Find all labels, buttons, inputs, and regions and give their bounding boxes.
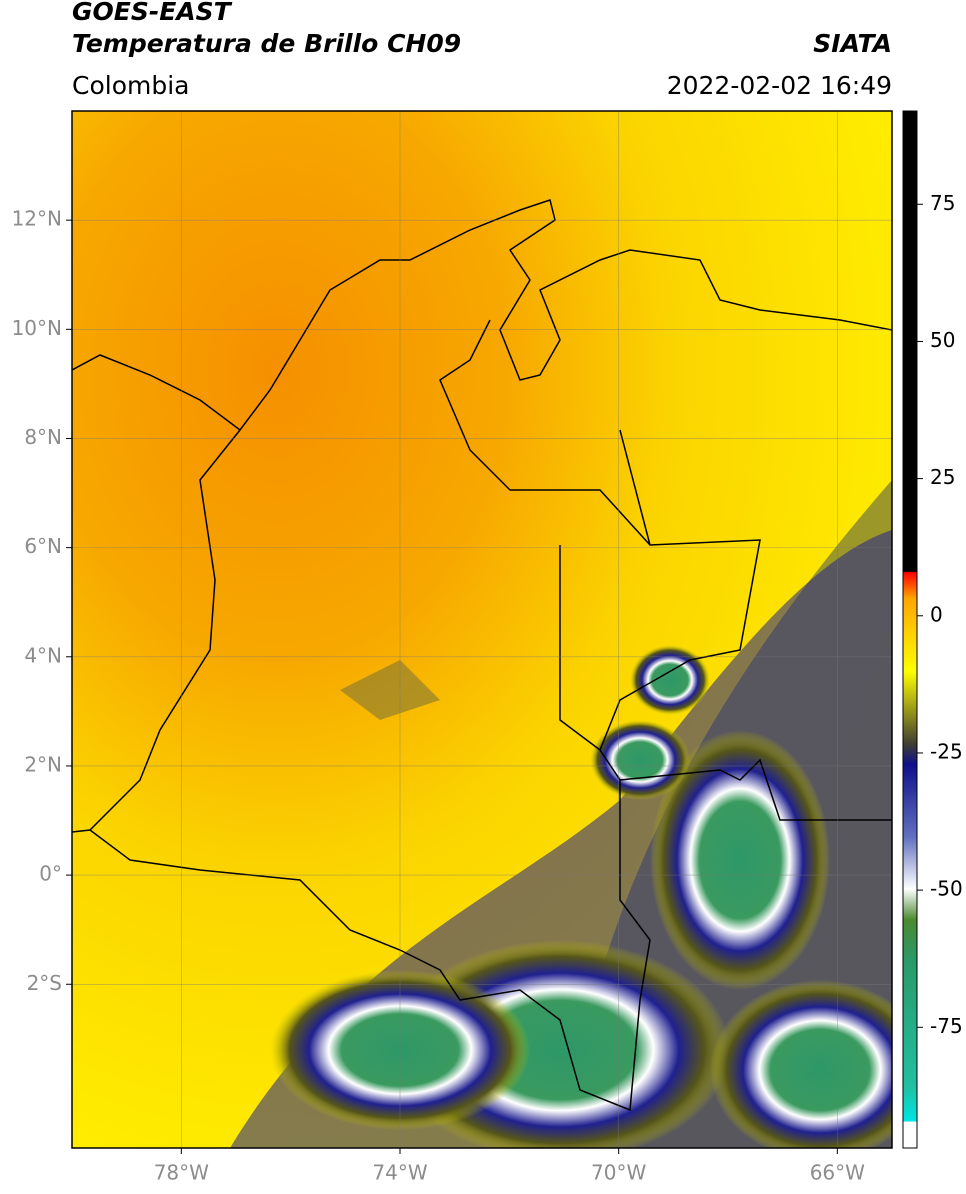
- map-frame: [71, 110, 893, 1149]
- colorbar-tick-label: 50: [930, 328, 955, 352]
- subtitle: Temperatura de Brillo CH09: [72, 29, 461, 58]
- colorbar-tick-label: -25: [930, 739, 963, 763]
- colorbar-tick-label: -75: [930, 1014, 963, 1038]
- colorbar-tick-label: -50: [930, 877, 963, 901]
- source: SIATA: [813, 29, 892, 58]
- x-tick-label: 74°W: [372, 1161, 427, 1185]
- x-tick-label: 66°W: [810, 1161, 865, 1185]
- y-tick-label: 6°N: [24, 534, 62, 558]
- region: Colombia: [72, 71, 189, 100]
- y-tick-label: 2°N: [24, 752, 62, 776]
- colorbar-tick-label: 75: [930, 191, 955, 215]
- x-tick-label: 70°W: [591, 1161, 646, 1185]
- y-tick-label: 4°N: [24, 643, 62, 667]
- y-tick-label: 2°S: [27, 971, 62, 995]
- y-tick-label: 8°N: [24, 425, 62, 449]
- y-tick-label: 10°N: [12, 316, 62, 340]
- colorbar-tick-label: 25: [930, 465, 955, 489]
- colorbar: [902, 110, 918, 1149]
- colorbar-tick-label: 0: [930, 602, 943, 626]
- title: GOES-EAST: [72, 0, 233, 26]
- y-tick-label: 12°N: [12, 207, 62, 231]
- y-tick-label: 0°: [39, 862, 62, 886]
- x-tick-label: 78°W: [154, 1161, 209, 1185]
- map-image: [72, 111, 892, 1148]
- datetime: 2022-02-02 16:49: [667, 71, 892, 100]
- borders: [72, 199, 892, 1112]
- gridlines: [72, 111, 892, 1148]
